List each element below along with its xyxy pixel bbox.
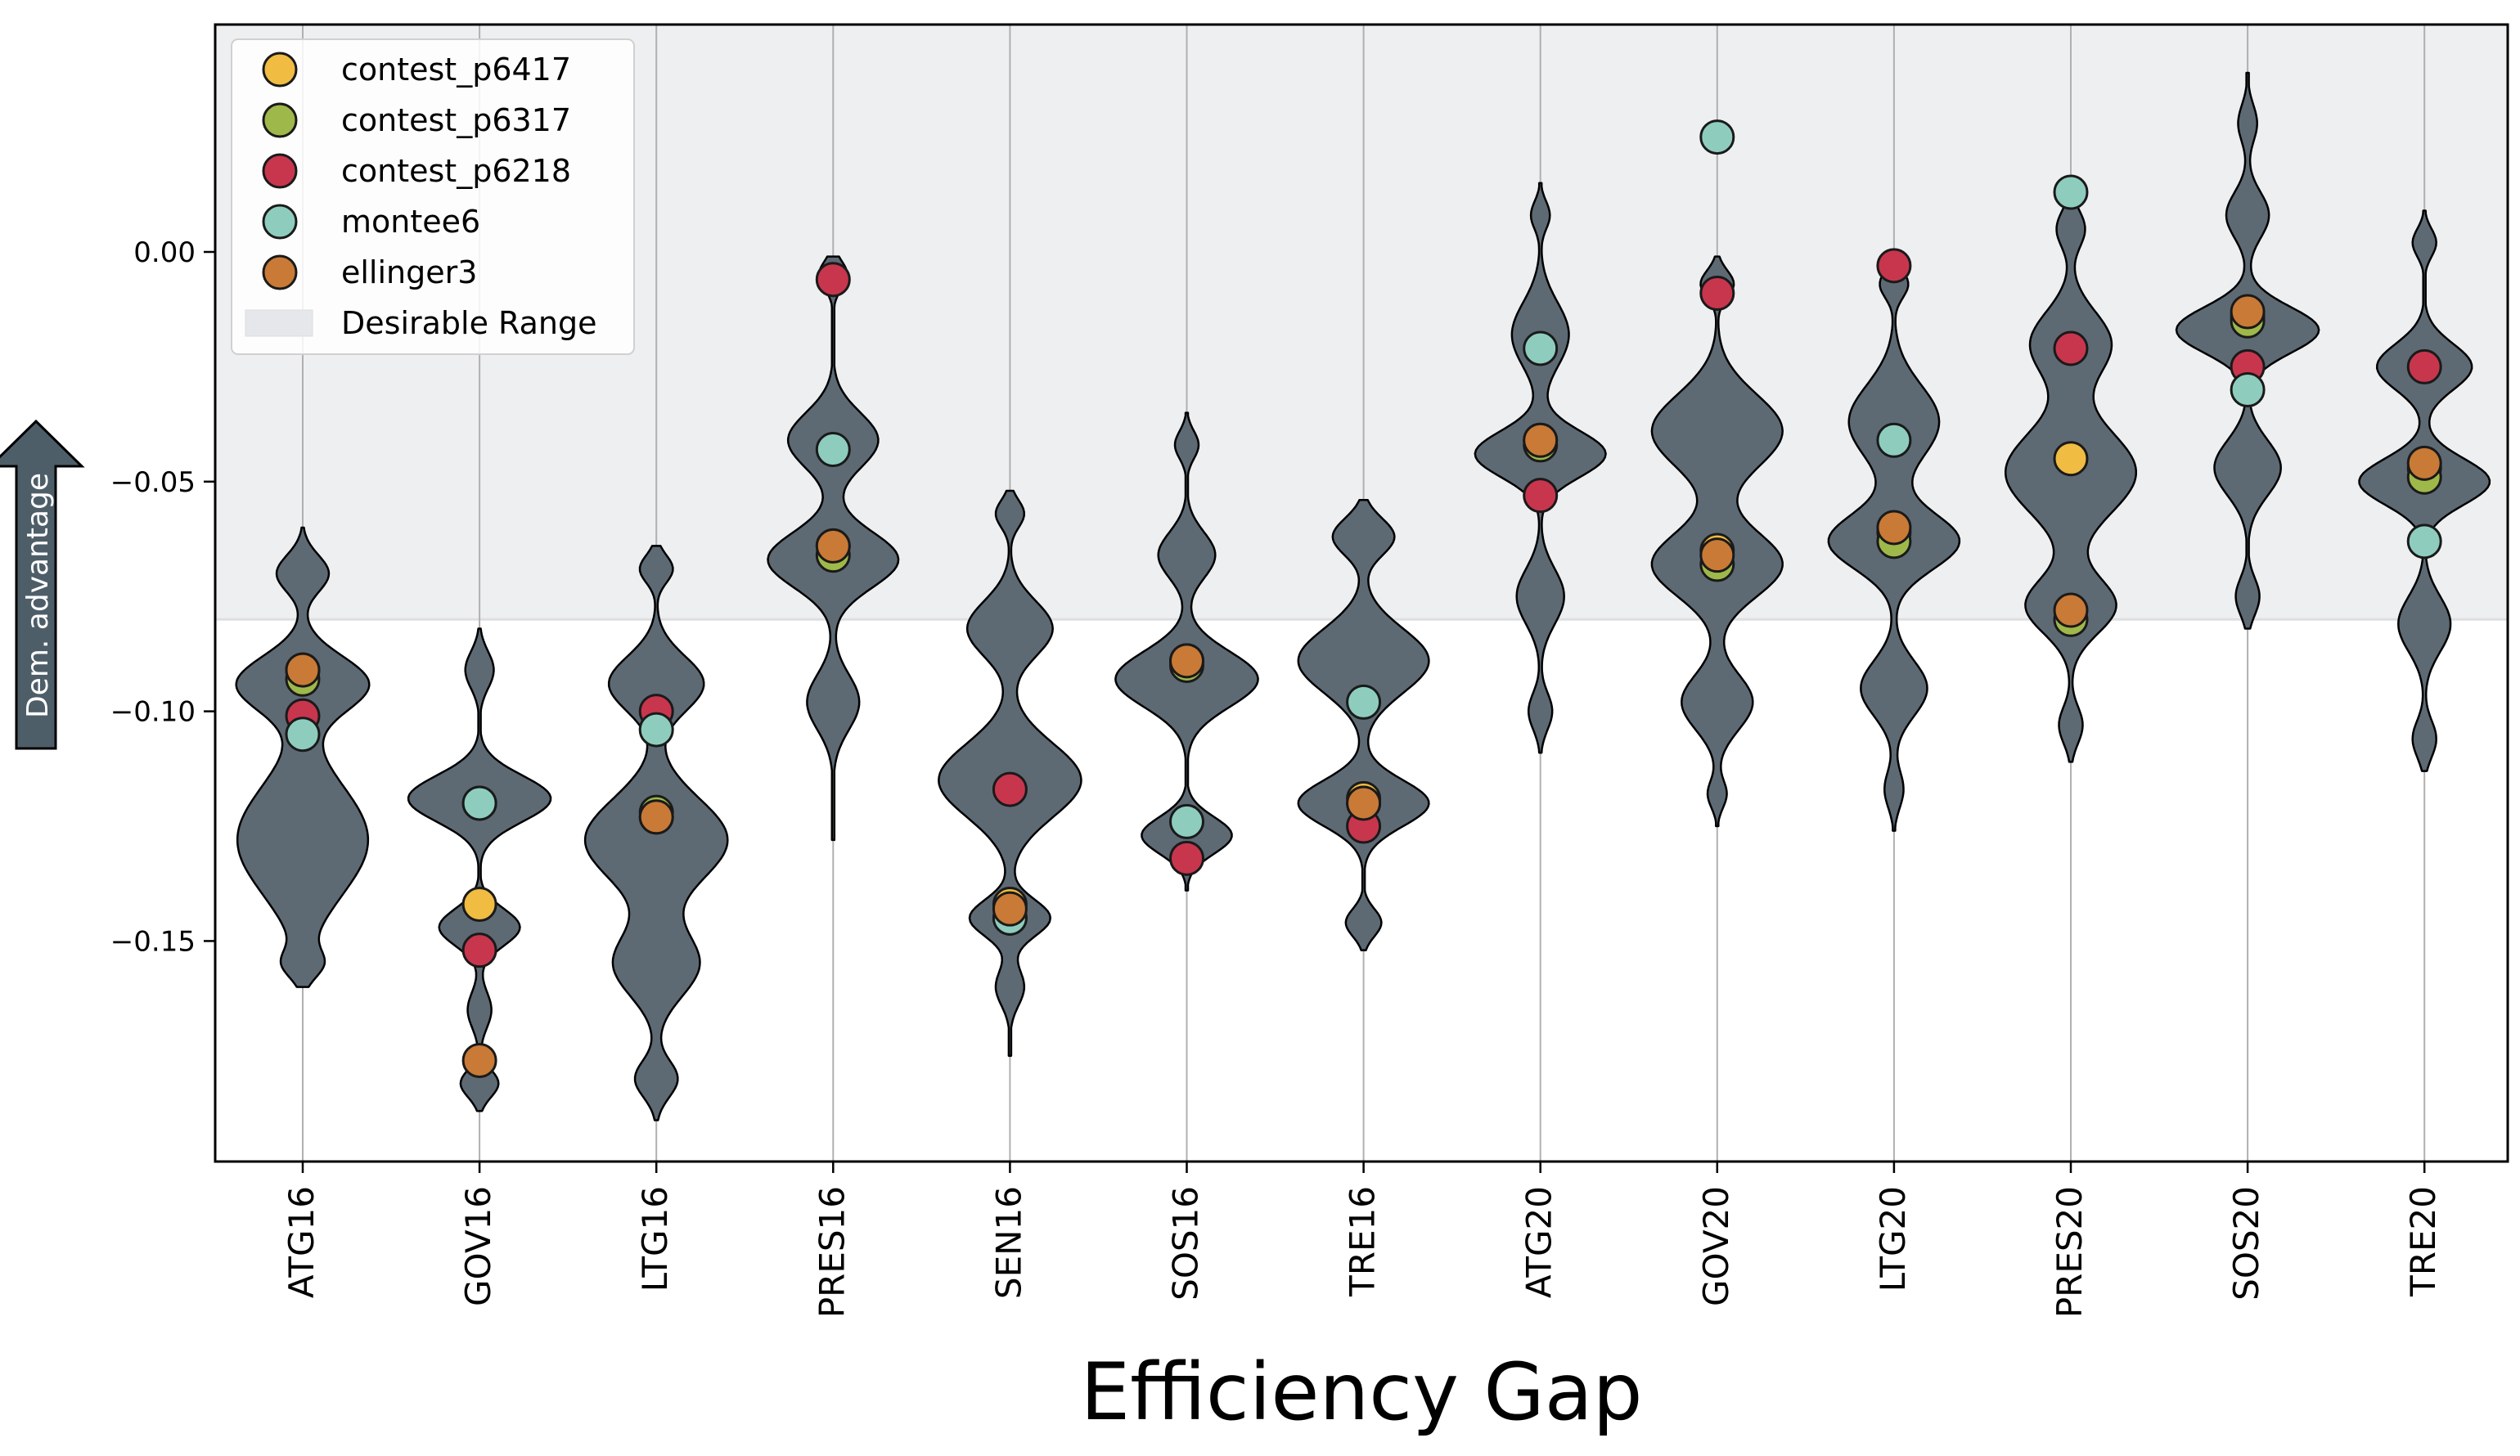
y-tick-label: 0.00 [133,236,196,269]
y-axis-ticks: 0.00 −0.05 −0.10 −0.15 [110,236,215,958]
point-ellinger3-gov20 [1699,537,1735,573]
point-ellinger3-sen16 [992,891,1028,927]
x-tick-label-gov16: GOV16 [458,1186,498,1306]
x-tick-label-pres20: PRES20 [2050,1186,2090,1318]
x-tick-label-tre16: TRE16 [1343,1186,1383,1297]
x-tick-label-pres16: PRES16 [812,1186,852,1318]
point-contest_p6218-gov16 [461,932,497,968]
point-montee6-atg20 [1523,330,1559,366]
point-contest_p6218-gov20 [1699,276,1735,312]
point-contest_p6218-sen16 [992,771,1028,807]
x-tick-label-sen16: SEN16 [988,1186,1028,1299]
point-contest_p6218-sos16 [1169,840,1204,876]
violin-tre16 [1297,499,1430,951]
point-ellinger3-pres20 [2053,592,2089,628]
point-ellinger3-ltg20 [1876,510,1912,546]
legend-label-desirable-range: Desirable Range [341,305,596,341]
x-tick-label-sos16: SOS16 [1166,1186,1206,1301]
point-contest_p6218-pres20 [2053,330,2089,366]
point-ellinger3-sos16 [1169,643,1204,679]
point-ellinger3-tre20 [2406,445,2442,481]
legend-label-contest_p6417: contest_p6417 [341,52,571,88]
arrow-up-icon [0,419,85,750]
point-montee6-atg16 [285,717,321,753]
x-tick-label-gov20: GOV20 [1696,1186,1736,1306]
x-axis-label: Efficiency Gap [1080,1346,1642,1438]
point-ellinger3-ltg16 [638,799,674,835]
point-montee6-pres16 [815,431,851,467]
y-axis-label: Dem. advantage [0,419,85,750]
point-montee6-sos20 [2230,371,2266,407]
x-tick-label-tre20: TRE20 [2403,1186,2443,1297]
point-montee6-gov16 [461,785,497,821]
point-montee6-sos16 [1169,803,1204,839]
legend-marker-contest_p6218 [262,153,298,189]
point-layer [285,119,2442,1078]
y-tick-label: −0.15 [110,925,196,958]
x-tick-label-atg16: ATG16 [281,1186,322,1298]
point-ellinger3-pres16 [815,528,851,564]
point-montee6-pres20 [2053,174,2089,210]
point-ellinger3-gov16 [461,1042,497,1078]
point-ellinger3-atg16 [285,652,321,688]
x-axis-ticks: ATG16 GOV16 LTG16 PRES16 SEN16 SOS16 TRE16 ATG2… [281,1162,2443,1318]
legend-marker-contest_p6317 [262,102,298,138]
point-montee6-gov20 [1699,119,1735,155]
point-contest_p6218-tre20 [2406,348,2442,384]
point-contest_p6218-ltg20 [1876,248,1912,284]
point-montee6-tre20 [2406,524,2442,559]
point-ellinger3-tre16 [1346,785,1382,821]
point-montee6-ltg16 [638,712,674,748]
x-tick-label-ltg20: LTG20 [1873,1186,1913,1292]
y-tick-label: −0.05 [110,466,196,499]
violin-atg16 [235,526,371,988]
y-tick-label: −0.10 [110,696,196,729]
legend-label-montee6: montee6 [341,204,480,240]
point-ellinger3-atg20 [1523,422,1559,458]
point-contest_p6417-gov16 [461,886,497,922]
violin-atg20 [1474,182,1607,754]
point-montee6-ltg20 [1876,422,1912,458]
plot-frame [214,23,2509,1163]
legend-marker-ellinger3 [262,254,298,290]
x-tick-label-ltg16: LTG16 [635,1186,675,1292]
x-tick-label-atg20: ATG20 [1519,1186,1559,1298]
legend: contest_p6417 contest_p6317 contest_p6218m… [231,38,635,355]
legend-marker-desirable-range [245,309,313,337]
legend-box [231,38,635,355]
legend-label-contest_p6317: contest_p6317 [341,102,571,138]
y-axis-label-text: Dem. advantage [21,473,55,718]
legend-label-ellinger3: ellinger3 [341,254,477,290]
legend-marker-montee6 [262,204,298,240]
point-contest_p6218-atg20 [1523,478,1559,514]
x-tick-label-sos20: SOS20 [2226,1186,2266,1301]
point-contest_p6417-pres20 [2053,441,2089,477]
legend-label-contest_p6218: contest_p6218 [341,153,571,189]
point-montee6-tre16 [1346,684,1382,720]
violin-gov16 [407,627,552,1112]
legend-marker-contest_p6417 [262,52,298,88]
point-ellinger3-sos20 [2230,294,2266,330]
point-contest_p6218-pres16 [815,262,851,298]
